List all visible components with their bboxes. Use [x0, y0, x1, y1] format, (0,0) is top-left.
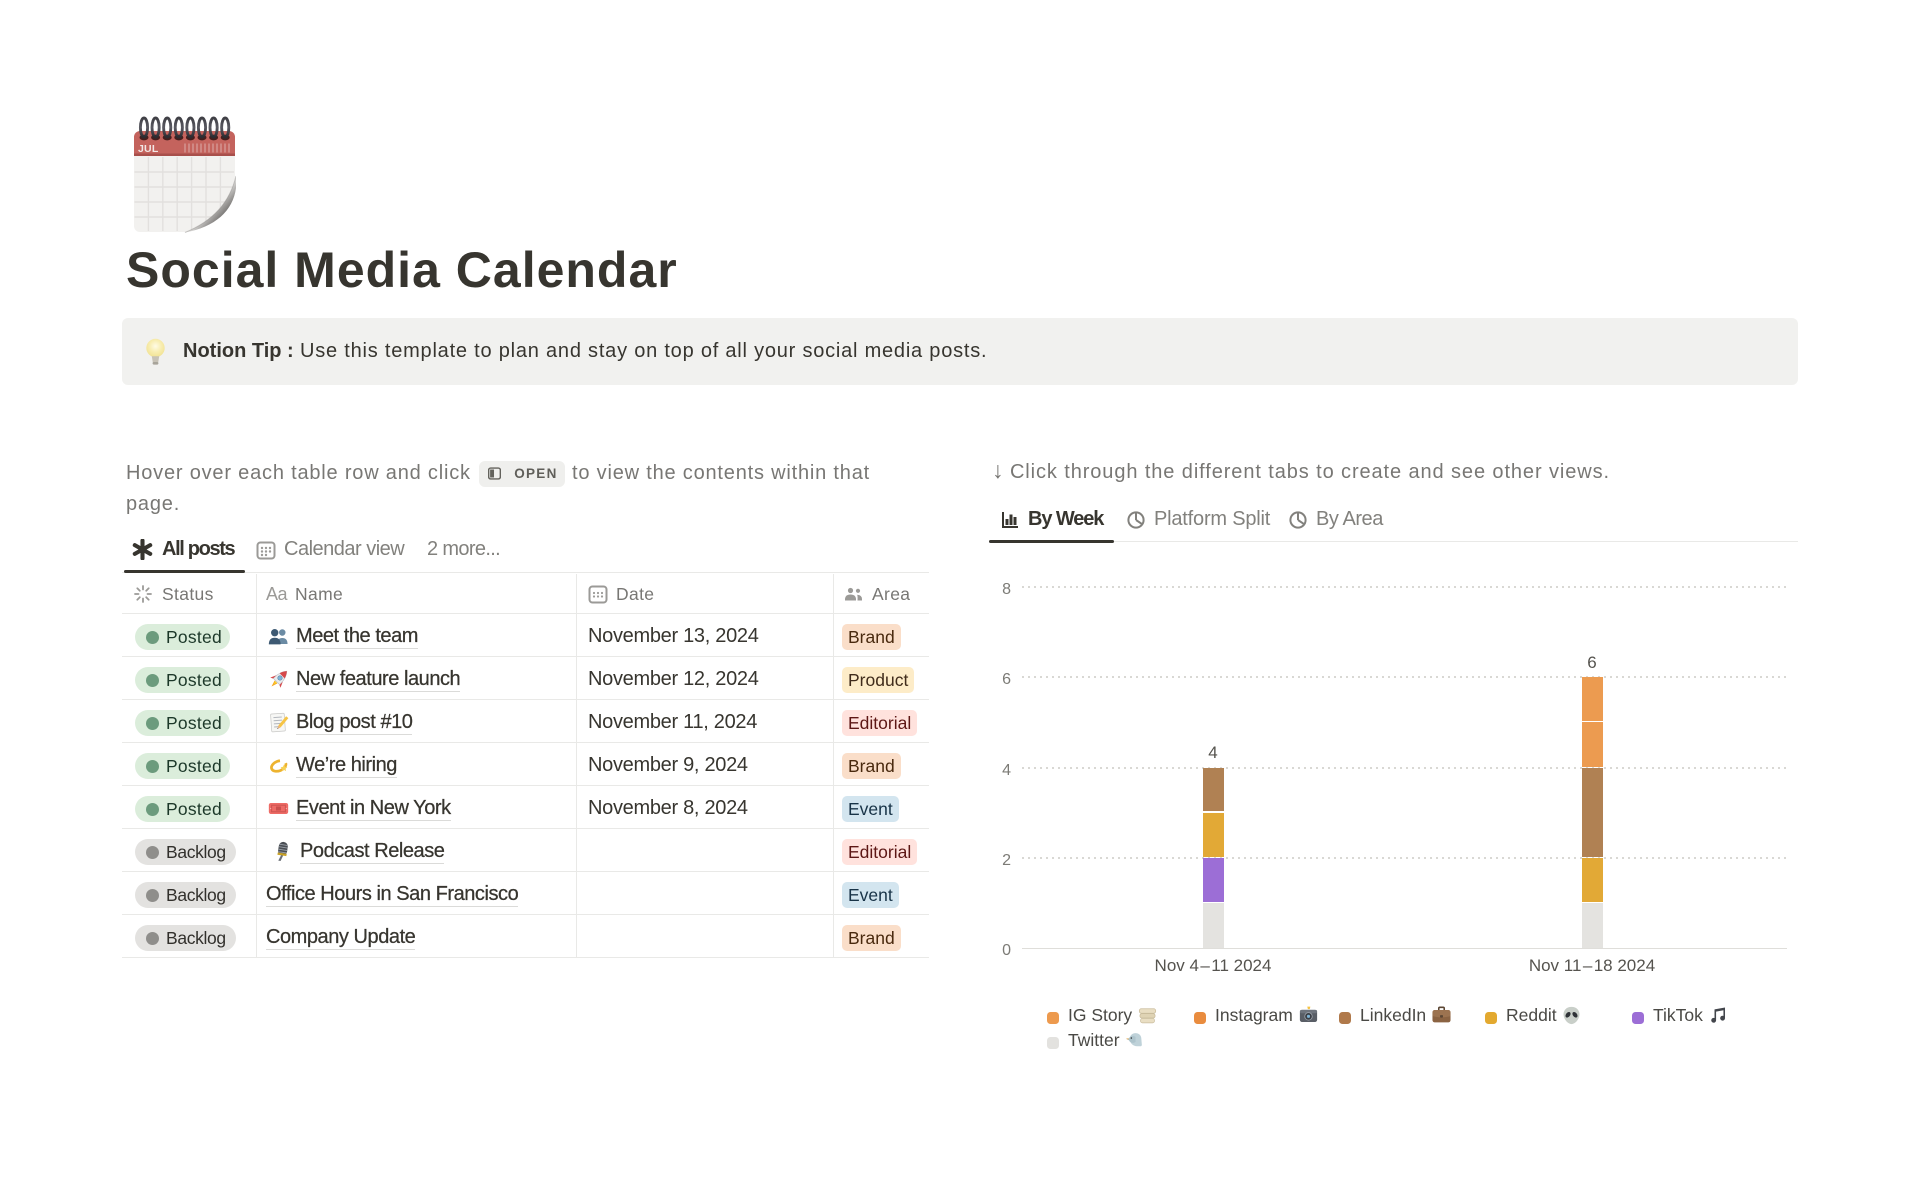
svg-text:JUL: JUL: [138, 143, 159, 155]
